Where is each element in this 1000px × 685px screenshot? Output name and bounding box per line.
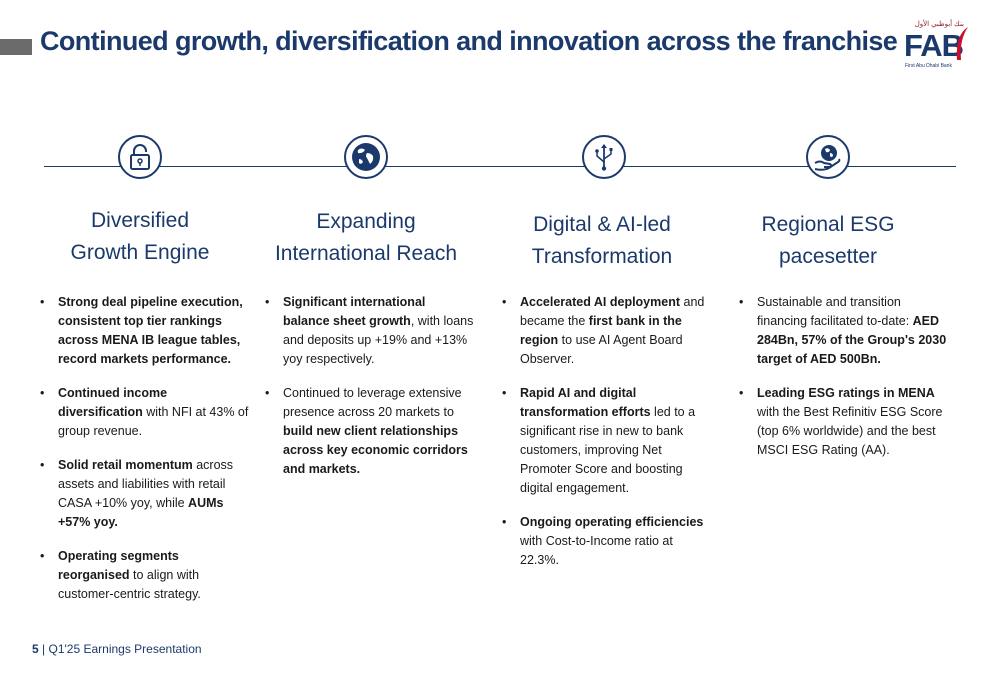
logo-arabic-text: بنك أبوظبي الأول <box>914 21 964 28</box>
title-accent-bar <box>0 39 32 55</box>
bullet-item: Continued to leverage extensive presence… <box>265 384 475 479</box>
bullet-item: Rapid AI and digital transformation effo… <box>502 384 712 498</box>
pillar-heading: Expanding International Reach <box>274 210 458 265</box>
pillar-bullets: Significant international balance sheet … <box>265 293 475 494</box>
bullet-item: Strong deal pipeline execution, consiste… <box>40 293 250 369</box>
logo-swoosh-icon <box>956 27 968 60</box>
logo-subtitle: First Abu Dhabi Bank <box>905 63 952 69</box>
bullet-item: Leading ESG ratings in MENA with the Bes… <box>739 384 949 460</box>
fab-logo: بنك أبوظبي الأول FAB First Abu Dhabi Ban… <box>900 20 972 72</box>
globe-in-hand-icon <box>806 135 850 179</box>
bullet-item: Continued income diversification with NF… <box>40 384 250 441</box>
page-number: 5 <box>32 642 39 656</box>
timeline-line <box>44 166 956 167</box>
bullet-item: Accelerated AI deployment and became the… <box>502 293 712 369</box>
bullet-item: Ongoing operating efficiencies with Cost… <box>502 513 712 570</box>
slide-footer: 5 | Q1'25 Earnings Presentation <box>32 642 202 656</box>
padlock-icon <box>118 135 162 179</box>
presentation-label: Q1'25 Earnings Presentation <box>48 642 202 656</box>
bullet-item: Solid retail momentum across assets and … <box>40 456 250 532</box>
usb-icon <box>582 135 626 179</box>
pillar-heading: Diversified Growth Engine <box>70 209 210 264</box>
pillar-bullets: Accelerated AI deployment and became the… <box>502 293 712 585</box>
logo-wordmark: FAB <box>904 28 964 63</box>
bullet-item: Sustainable and transition financing fac… <box>739 293 949 369</box>
bullet-item: Significant international balance sheet … <box>265 293 475 369</box>
pillar-heading: Regional ESG pacesetter <box>761 213 895 268</box>
pillar-heading: Digital & AI-led Transformation <box>531 213 673 268</box>
globe-icon <box>344 135 388 179</box>
bullet-item: Operating segments reorganised to align … <box>40 547 250 604</box>
footer-separator: | <box>42 642 46 656</box>
pillar-bullets: Strong deal pipeline execution, consiste… <box>40 293 250 619</box>
pillar-bullets: Sustainable and transition financing fac… <box>739 293 949 475</box>
slide-title: Continued growth, diversification and in… <box>40 26 898 56</box>
